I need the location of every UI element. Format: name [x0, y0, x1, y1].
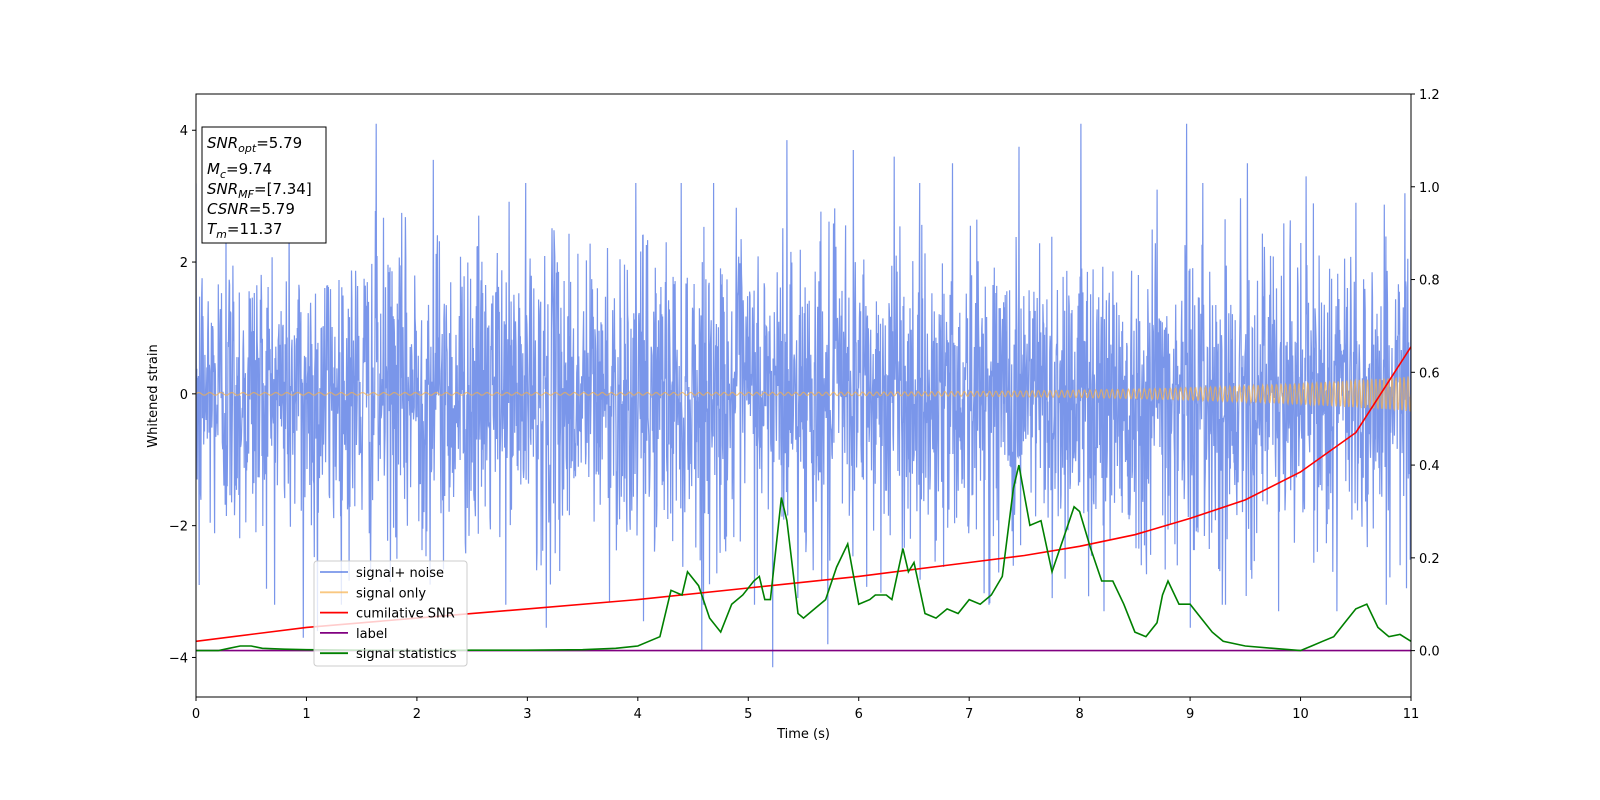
y-tick-label: −4	[169, 651, 188, 666]
y-tick-label: 2	[180, 256, 188, 271]
x-tick-label: 3	[523, 707, 531, 722]
annotation-line: SNRopt=5.79	[207, 134, 302, 155]
x-tick-label: 8	[1075, 707, 1083, 722]
x-tick-label: 9	[1186, 707, 1194, 722]
x-tick-label: 7	[965, 707, 973, 722]
x-tick-label: 1	[302, 707, 310, 722]
x-axis-label: Time (s)	[776, 727, 830, 742]
y2-tick-label: 0.0	[1419, 645, 1440, 660]
x-tick-label: 0	[192, 707, 200, 722]
y-axis-label: Whitened strain	[146, 344, 161, 447]
x-tick-label: 11	[1403, 707, 1420, 722]
legend-entry: signal only	[356, 586, 426, 601]
series-signal-only	[196, 376, 1411, 412]
y2-tick-label: 1.0	[1419, 181, 1440, 196]
legend-box	[313, 560, 468, 667]
y2-tick-label: 0.8	[1419, 274, 1440, 289]
x-tick-label: 6	[855, 707, 863, 722]
y2-tick-label: 1.2	[1419, 88, 1440, 103]
plot-frame	[195, 93, 1412, 698]
legend: signal+ noise signal only cumilative SNR la…	[313, 560, 468, 667]
x-tick-label: 4	[634, 707, 642, 722]
right-axis: 0.0 0.2 0.4 0.6 0.8 1.0 1.2	[1411, 88, 1440, 660]
legend-entry: cumilative SNR	[356, 607, 455, 622]
series-cumilative-snr	[196, 346, 1411, 643]
x-tick-label: 10	[1292, 707, 1309, 722]
left-axis: −4 −2 0 2 4	[169, 124, 196, 666]
annotation-line: CSNR=5.79	[207, 200, 295, 218]
annotation-box-frame	[201, 126, 327, 244]
legend-entry: label	[356, 627, 387, 642]
legend-entry: signal statistics	[356, 647, 457, 662]
x-tick-label: 5	[744, 707, 752, 722]
series-signal-statistics	[196, 464, 1411, 652]
y-tick-label: 0	[180, 388, 188, 403]
annotation-line: SNRMF=[7.34]	[207, 180, 312, 201]
annotation-line: Tm=11.37	[207, 220, 282, 241]
y-tick-label: 4	[180, 124, 188, 139]
series-signal-noise	[196, 123, 1411, 668]
legend-entry: signal+ noise	[356, 566, 444, 581]
y2-tick-label: 0.4	[1419, 459, 1440, 474]
y2-tick-label: 0.2	[1419, 552, 1440, 567]
y-tick-label: −2	[169, 520, 188, 535]
y2-tick-label: 0.6	[1419, 366, 1440, 381]
annotation-line: Mc=9.74	[207, 160, 272, 181]
x-tick-label: 2	[413, 707, 421, 722]
x-axis: 0 1 2 3 4 5 6 7 8 9 10 11	[192, 697, 1419, 722]
